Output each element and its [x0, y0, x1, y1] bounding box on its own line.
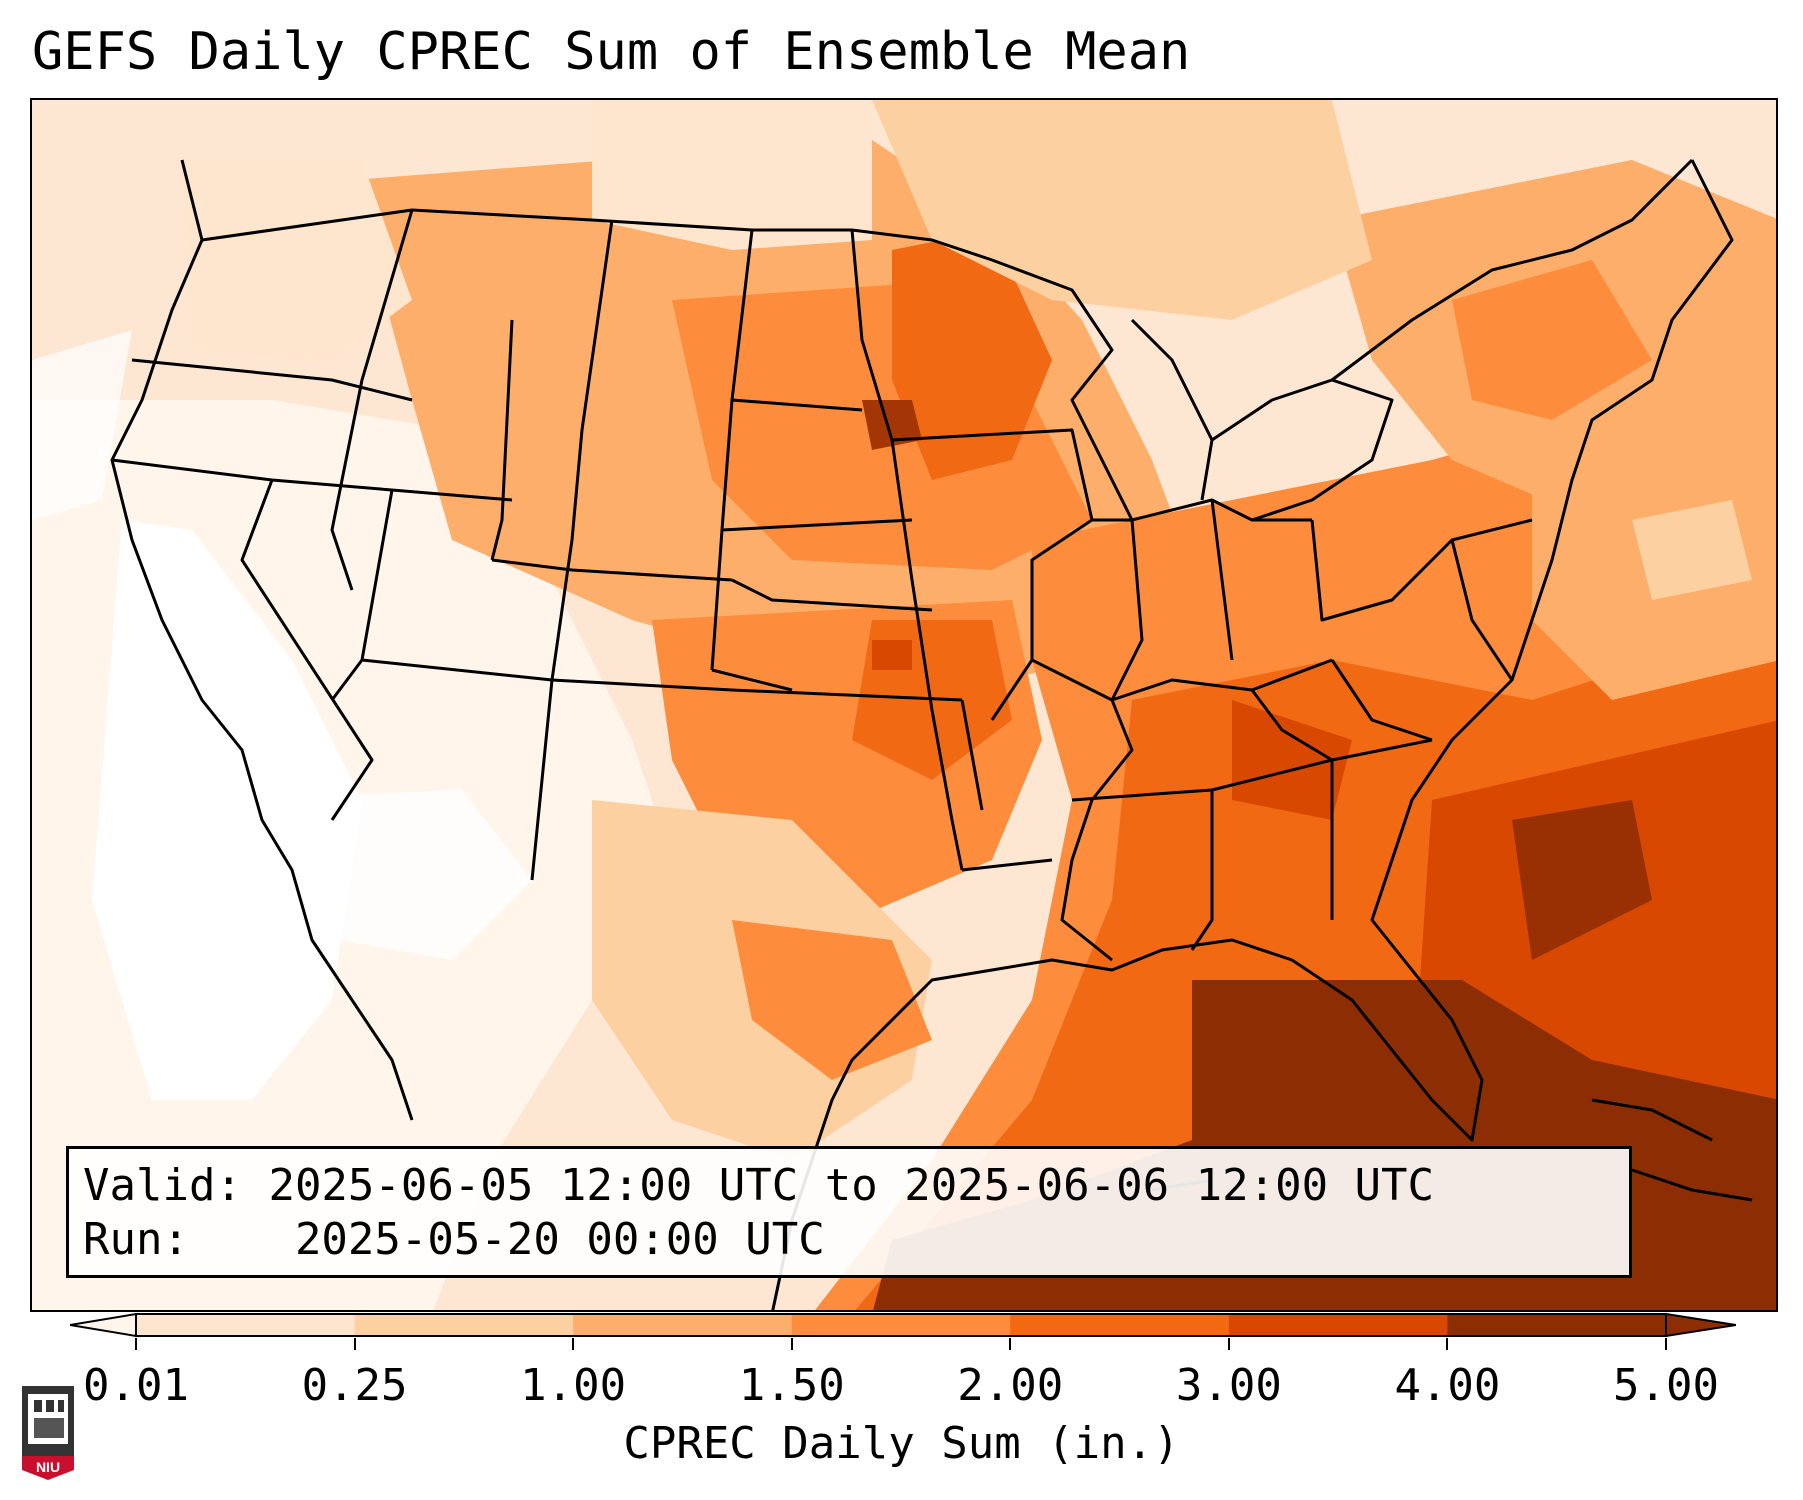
- colorbar-ticks: 0.01 0.25 1.00 1.50 2.00 3.00 4.00 5.00: [0, 1338, 1803, 1411]
- colorbar-tick-label: 0.01: [83, 1360, 189, 1411]
- valid-run-info-box: Valid: 2025-06-05 12:00 UTC to 2025-06-0…: [66, 1146, 1632, 1278]
- map-canvas: [32, 100, 1776, 1310]
- colorbar-tick: [1446, 1338, 1449, 1350]
- colorbar-tick-label: 5.00: [1613, 1360, 1719, 1411]
- svg-text:NIU: NIU: [36, 1459, 60, 1475]
- colorbar-segment: [1228, 1314, 1448, 1336]
- colorbar-tick-label: 2.00: [957, 1360, 1064, 1411]
- colorbar-tick-label: 1.50: [738, 1360, 845, 1411]
- colorbar-tick: [1227, 1338, 1230, 1350]
- colorbar-segment: [354, 1314, 574, 1336]
- colorbar-tick-label: 3.00: [1175, 1360, 1282, 1411]
- colorbar-label: CPREC Daily Sum (in.): [623, 1418, 1180, 1469]
- colorbar-tick: [353, 1338, 356, 1350]
- niu-logo: NIU: [22, 1386, 74, 1480]
- colorbar-segment: [136, 1314, 356, 1336]
- colorbar-segment: [1010, 1314, 1230, 1336]
- run-label: Run:: [83, 1214, 189, 1265]
- colorbar-tick: [572, 1338, 575, 1350]
- precipitation-map: [30, 98, 1778, 1312]
- colorbar-segment: [1447, 1314, 1667, 1336]
- colorbar-tick-label: 0.25: [301, 1360, 408, 1411]
- colorbar: [70, 1312, 1736, 1338]
- colorbar-outline: [135, 1313, 1667, 1337]
- colorbar-extend-low: [70, 1312, 137, 1338]
- colorbar-tick: [1009, 1338, 1012, 1350]
- colorbar-extend-high: [1665, 1312, 1736, 1338]
- run-value: 2025-05-20 00:00 UTC: [294, 1214, 825, 1265]
- colorbar-tick: [790, 1338, 793, 1350]
- colorbar-tick-label: 4.00: [1394, 1360, 1501, 1411]
- colorbar-tick: [135, 1338, 137, 1350]
- colorbar-tick-label: 1.00: [520, 1360, 627, 1411]
- colorbar-segment: [791, 1314, 1011, 1336]
- valid-label: Valid:: [83, 1160, 242, 1211]
- colorbar-segment: [573, 1314, 793, 1336]
- colorbar-tick: [1665, 1338, 1667, 1350]
- map-title: GEFS Daily CPREC Sum of Ensemble Mean: [32, 22, 1191, 82]
- valid-value: 2025-06-05 12:00 UTC to 2025-06-06 12:00…: [268, 1160, 1435, 1211]
